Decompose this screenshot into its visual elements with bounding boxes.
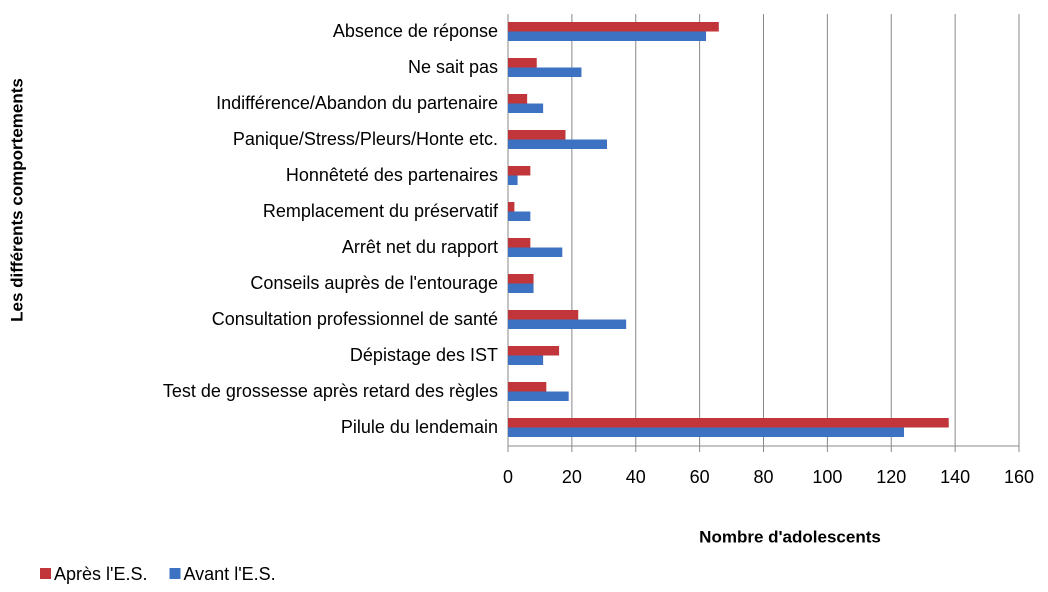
x-tick-label: 40 <box>626 467 646 487</box>
x-tick-label: 60 <box>690 467 710 487</box>
bar <box>508 418 949 428</box>
y-tick-label: Pilule du lendemain <box>341 417 498 437</box>
x-tick-label: 160 <box>1004 467 1034 487</box>
bar <box>508 94 528 104</box>
bar <box>508 22 719 32</box>
bar <box>508 319 627 329</box>
bar <box>508 67 582 77</box>
bar <box>508 247 563 257</box>
x-tick-label: 0 <box>503 467 513 487</box>
y-tick-label: Test de grossesse après retard des règle… <box>163 381 498 401</box>
y-axis-title: Les différents comportements <box>7 78 26 322</box>
x-tick-label: 20 <box>562 467 582 487</box>
bar <box>508 274 534 284</box>
bar <box>508 238 531 248</box>
bar <box>508 382 547 392</box>
x-tick-label: 80 <box>753 467 773 487</box>
bar <box>508 103 544 113</box>
y-tick-label: Arrêt net du rapport <box>342 237 498 257</box>
x-tick-label: 140 <box>940 467 970 487</box>
bar <box>508 58 537 68</box>
bar <box>508 211 531 221</box>
bar <box>508 166 531 176</box>
bar <box>508 427 905 437</box>
bar <box>508 283 534 293</box>
y-tick-label: Consultation professionnel de santé <box>212 309 498 329</box>
legend-swatch <box>40 568 51 579</box>
y-tick-label: Indifférence/Abandon du partenaire <box>216 93 498 113</box>
bar <box>508 202 515 212</box>
legend-label: Avant l'E.S. <box>183 564 275 584</box>
y-tick-label: Dépistage des IST <box>350 345 498 365</box>
x-tick-label: 120 <box>876 467 906 487</box>
bar <box>508 31 707 41</box>
y-tick-label: Honnêteté des partenaires <box>286 165 498 185</box>
legend-swatch <box>169 568 181 579</box>
bar <box>508 355 544 365</box>
x-tick-label: 100 <box>812 467 842 487</box>
legend-label: Après l'E.S. <box>54 564 147 584</box>
x-axis-title: Nombre d'adolescents <box>699 527 881 546</box>
bar <box>508 391 569 401</box>
bar <box>508 130 566 140</box>
y-tick-label: Panique/Stress/Pleurs/Honte etc. <box>233 129 498 149</box>
bar <box>508 175 518 185</box>
bar <box>508 346 560 356</box>
y-tick-label: Conseils auprès de l'entourage <box>250 273 498 293</box>
bar <box>508 139 608 149</box>
y-tick-label: Ne sait pas <box>408 57 498 77</box>
bar <box>508 310 579 320</box>
y-tick-label: Remplacement du préservatif <box>263 201 499 221</box>
y-tick-label: Absence de réponse <box>333 21 498 41</box>
